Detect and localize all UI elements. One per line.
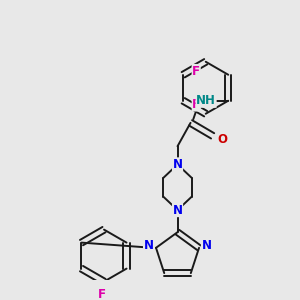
Text: F: F — [98, 288, 106, 300]
Text: NH: NH — [196, 94, 216, 107]
Text: O: O — [218, 133, 228, 146]
Text: N: N — [172, 204, 182, 217]
Text: N: N — [144, 238, 154, 251]
Text: F: F — [192, 98, 200, 111]
Text: F: F — [192, 64, 200, 77]
Text: N: N — [172, 158, 182, 171]
Text: N: N — [202, 238, 212, 251]
